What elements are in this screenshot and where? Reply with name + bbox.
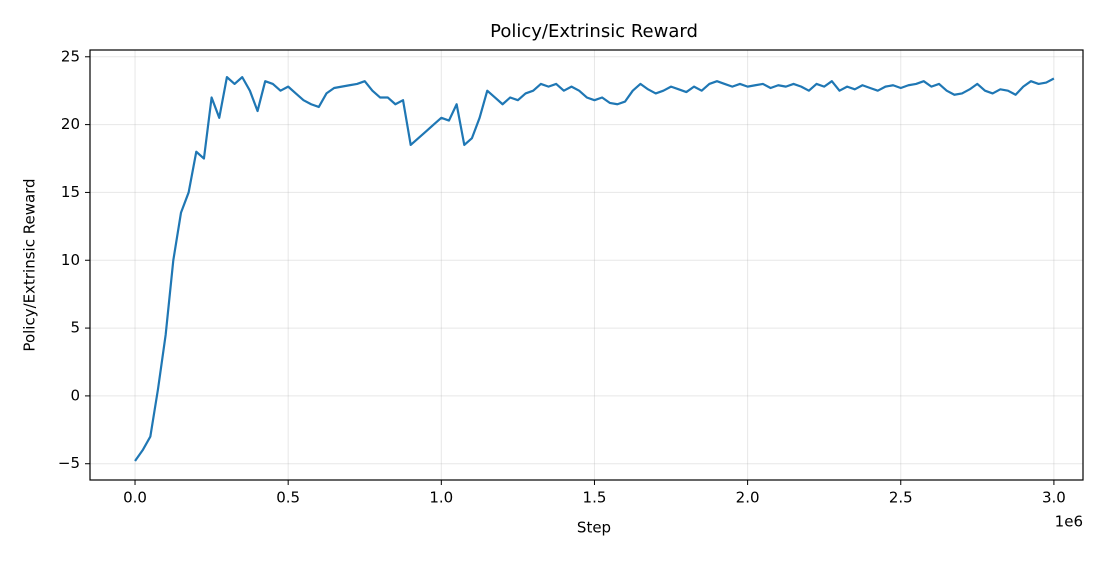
x-tick-label: 0.0 xyxy=(123,489,147,507)
x-tick-label: 1.5 xyxy=(583,489,607,507)
x-tick-label: 2.0 xyxy=(736,489,760,507)
x-tick-label: 2.5 xyxy=(889,489,913,507)
y-tick-label: −5 xyxy=(58,454,80,472)
chart-title: Policy/Extrinsic Reward xyxy=(490,21,698,42)
line xyxy=(134,76,1055,462)
y-axis-label: Policy/Extrinsic Reward xyxy=(21,178,39,351)
y-tick-label: 5 xyxy=(70,319,80,337)
x-tick-label: 0.5 xyxy=(276,489,300,507)
x-tick-label: 3.0 xyxy=(1042,489,1066,507)
y-tick-label: 10 xyxy=(61,251,80,269)
x-offset-label: 1e6 xyxy=(1055,513,1083,531)
y-tick-label: 25 xyxy=(61,47,80,65)
y-tick-label: 0 xyxy=(70,386,80,404)
x-axis-label: Step xyxy=(577,519,611,537)
y-tick-label: 15 xyxy=(61,183,80,201)
x-tick-label: 1.0 xyxy=(429,489,453,507)
plot-frame xyxy=(89,49,1084,481)
y-tick-label: 20 xyxy=(61,115,80,133)
